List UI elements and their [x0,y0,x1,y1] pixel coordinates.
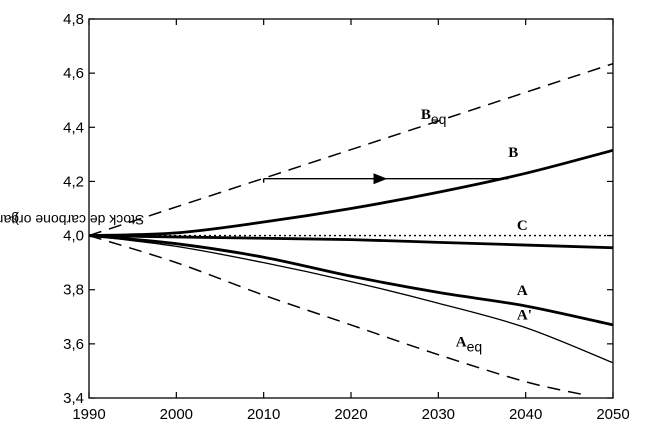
series-aeq-line [89,234,587,397]
series-a-line [89,234,613,327]
x-tick-label: 2010 [247,406,280,423]
series-c-line [89,234,613,250]
curve-label-subscript: eq [467,339,483,355]
x-tick-label: 2000 [160,406,193,423]
curve-label: Aeq [456,335,482,355]
x-tick-label: 2040 [509,406,542,423]
y-tick-label: 4,2 [63,173,84,190]
curve-label: Beq [421,107,447,127]
series-b-line [89,148,613,237]
curve-label: A' [517,307,532,323]
y-tick-label: 3,8 [63,282,84,299]
series-beq-line [89,62,613,237]
curve-label-subscript: eq [431,111,447,127]
curve-label: C [517,218,528,234]
y-tick-label: 4,8 [63,11,84,28]
curve-label: B [508,145,518,161]
y-tick-label: 3,4 [63,390,84,407]
series-a-prime-line [89,234,613,364]
y-tick-label: 4,4 [63,119,84,136]
x-tick-label: 2030 [422,406,455,423]
x-tick-label: 1990 [72,406,105,423]
x-tick-label: 2050 [596,406,629,423]
y-tick-label: 4,6 [63,65,84,82]
x-tick-label: 2020 [334,406,367,423]
curve-label: A [517,283,528,299]
y-tick-label: 4,0 [63,228,84,245]
y-tick-label: 3,6 [63,336,84,353]
